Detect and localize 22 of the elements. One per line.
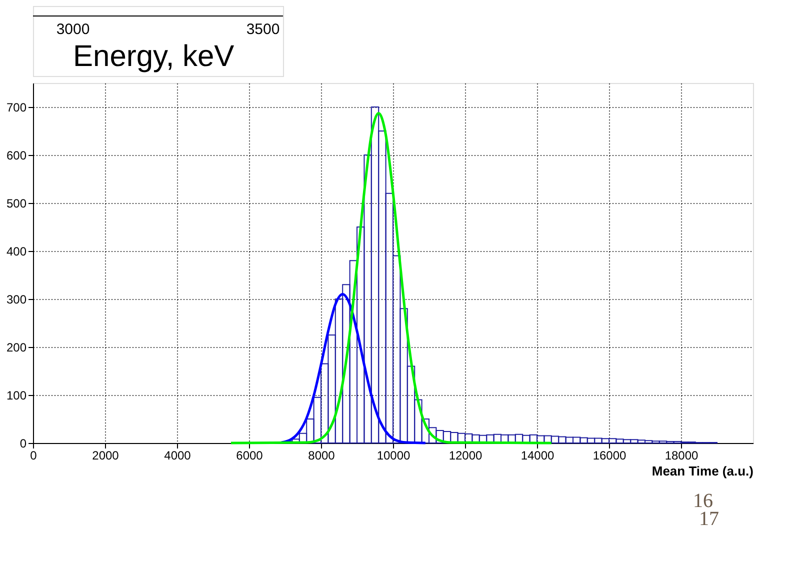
y-tick-label: 200 bbox=[6, 340, 27, 354]
y-tick-label: 500 bbox=[6, 196, 27, 210]
x-tick-label: 2000 bbox=[92, 448, 120, 462]
x-tick-label: 14000 bbox=[520, 448, 555, 462]
y-tick-label: 300 bbox=[6, 292, 27, 306]
x-tick-label: 6000 bbox=[236, 448, 264, 462]
y-tick-label: 700 bbox=[6, 100, 27, 114]
x-tick-label: 10000 bbox=[376, 448, 411, 462]
text: Energy, keV bbox=[73, 40, 234, 73]
x-axis-title: Mean Time (a.u.) bbox=[652, 464, 754, 478]
text: 3500 bbox=[246, 21, 280, 38]
y-tick-label: 100 bbox=[6, 388, 27, 402]
y-tick-label: 600 bbox=[6, 148, 27, 162]
x-tick-label: 8000 bbox=[308, 448, 336, 462]
y-tick-label: 0 bbox=[20, 436, 27, 450]
x-tick-label: 16000 bbox=[592, 448, 627, 462]
x-tick-label: 12000 bbox=[448, 448, 483, 462]
x-tick-label: 0 bbox=[30, 448, 38, 462]
x-tick-label: 4000 bbox=[164, 448, 192, 462]
text: 3000 bbox=[56, 21, 90, 38]
y-tick-label: 400 bbox=[6, 244, 27, 258]
x-tick-label: 18000 bbox=[664, 448, 699, 462]
